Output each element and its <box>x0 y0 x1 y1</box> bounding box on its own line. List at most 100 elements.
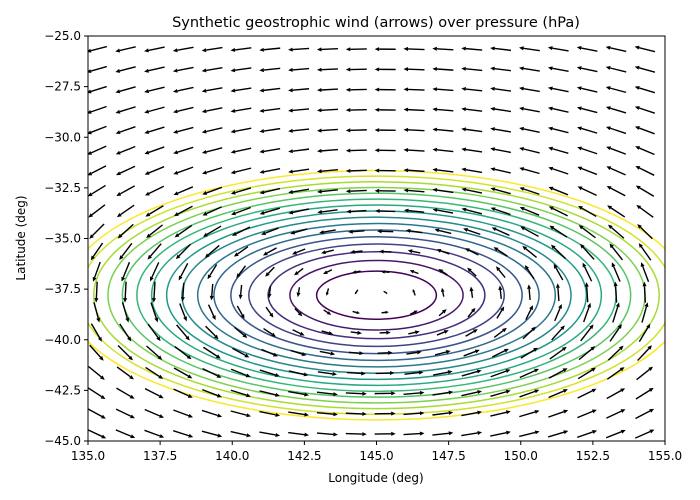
wind-arrow <box>346 371 366 376</box>
pressure-contour <box>315 270 438 320</box>
wind-arrow <box>230 410 252 418</box>
wind-arrow <box>403 431 425 436</box>
wind-arrow <box>323 269 333 275</box>
x-tick-label: 137.5 <box>143 449 177 463</box>
wind-arrow <box>637 345 652 362</box>
wind-arrow <box>434 228 452 235</box>
wind-arrow <box>641 302 649 323</box>
wind-arrow <box>375 371 395 376</box>
wind-arrow <box>635 146 655 156</box>
y-tick-label: −40.0 <box>44 333 81 347</box>
wind-arrow <box>288 208 310 215</box>
wind-arrow <box>548 126 569 134</box>
wind-arrow <box>381 310 389 314</box>
wind-arrow <box>642 281 647 303</box>
chart-title: Synthetic geostrophic wind (arrows) over… <box>172 15 580 31</box>
wind-arrow <box>578 225 596 239</box>
wind-arrow <box>461 87 483 92</box>
wind-arrow <box>316 411 338 417</box>
wind-arrow <box>374 128 396 133</box>
wind-arrow <box>519 46 540 52</box>
wind-arrow <box>316 108 338 113</box>
wind-arrow <box>230 187 252 195</box>
wind-arrow <box>144 126 165 134</box>
wind-arrow <box>288 431 310 437</box>
wind-arrow <box>88 408 106 419</box>
wind-arrow <box>201 87 223 93</box>
wind-arrow <box>374 67 396 72</box>
wind-arrow <box>461 207 483 215</box>
wind-arrow <box>549 225 568 238</box>
wind-arrow <box>345 87 367 92</box>
wind-arrow <box>145 366 164 379</box>
wind-arrow <box>262 247 277 256</box>
wind-arrow <box>548 409 569 418</box>
wind-arrow <box>490 410 511 417</box>
pressure-contour <box>213 229 540 362</box>
wind-arrow <box>527 284 532 301</box>
wind-arrow <box>580 324 594 342</box>
wind-arrow <box>345 391 367 396</box>
wind-arrow <box>288 188 310 194</box>
wind-arrow <box>346 209 367 214</box>
wind-arrow <box>461 430 483 437</box>
wind-arrow <box>88 125 107 135</box>
wind-arrow <box>92 261 101 282</box>
wind-arrow <box>490 187 511 195</box>
wind-arrow <box>605 45 627 53</box>
wind-arrow <box>144 106 165 114</box>
wind-arrow <box>259 390 280 397</box>
wind-arrow <box>88 204 106 218</box>
wind-arrow <box>263 328 276 337</box>
wind-arrow <box>547 66 569 73</box>
x-tick-label: 150.0 <box>504 449 538 463</box>
wind-arrow <box>202 206 222 216</box>
wind-arrow <box>176 324 190 341</box>
wind-arrow <box>524 265 535 280</box>
wind-arrow <box>116 204 135 218</box>
wind-arrow <box>490 389 511 398</box>
wind-arrow <box>345 128 367 133</box>
wind-arrow <box>432 390 454 396</box>
pressure-contour <box>88 175 665 415</box>
wind-arrow <box>345 67 367 72</box>
wind-arrow <box>548 206 568 217</box>
wind-arrow <box>230 167 252 175</box>
wind-arrow <box>547 86 569 93</box>
wind-arrow <box>345 432 367 437</box>
wind-arrow <box>432 147 454 153</box>
wind-arrow <box>144 429 165 438</box>
wind-arrow <box>316 148 338 153</box>
wind-arrow <box>144 86 165 94</box>
wind-arrow <box>607 345 624 361</box>
wind-arrow <box>88 85 107 94</box>
wind-arrow <box>319 229 336 235</box>
wind-arrow <box>350 249 363 254</box>
wind-arrow <box>553 263 564 281</box>
wind-arrow <box>261 348 278 357</box>
wind-arrow <box>350 330 362 335</box>
wind-arrow <box>463 349 480 357</box>
wind-arrow <box>149 262 160 282</box>
x-tick-label: 142.5 <box>287 449 321 463</box>
wind-arrow <box>547 46 569 52</box>
x-tick-label: 155.0 <box>648 449 682 463</box>
wind-arrows <box>88 45 656 439</box>
wind-arrow <box>296 287 301 298</box>
wind-arrow <box>203 225 222 237</box>
wind-arrow <box>547 430 569 438</box>
wind-arrow <box>491 348 509 358</box>
wind-arrow <box>345 47 367 52</box>
wind-arrow <box>491 227 510 237</box>
wind-arrow <box>576 66 598 73</box>
pressure-contour <box>136 198 617 393</box>
wind-arrow <box>174 345 192 360</box>
wind-arrow <box>288 148 310 154</box>
wind-arrow <box>201 430 223 438</box>
wind-arrow <box>634 45 656 53</box>
pressure-contour <box>230 236 523 355</box>
wind-arrow <box>432 410 454 416</box>
wind-arrow <box>288 168 310 174</box>
wind-arrow <box>147 323 161 342</box>
wind-arrow <box>316 169 338 174</box>
